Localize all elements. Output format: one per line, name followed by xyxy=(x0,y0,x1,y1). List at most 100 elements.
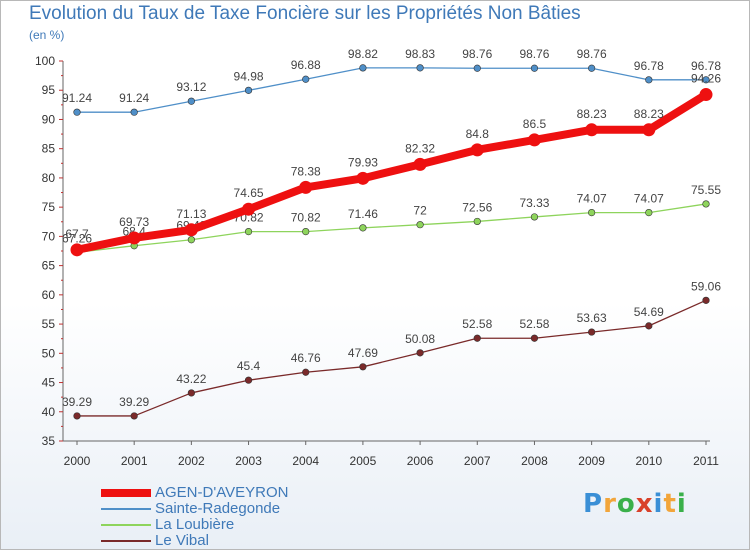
legend-label-le-vibal: Le Vibal xyxy=(155,532,209,549)
legend-swatch-sainte-radegonde xyxy=(101,508,151,510)
y-tick-label: 75 xyxy=(42,200,56,214)
data-label: 72.56 xyxy=(462,200,492,214)
y-tick-label: 45 xyxy=(42,376,56,390)
data-label: 93.12 xyxy=(176,80,206,94)
y-tick-label: 40 xyxy=(42,405,56,419)
y-tick-label: 80 xyxy=(42,171,56,185)
logo-letter: r xyxy=(603,489,617,519)
data-label: 75.55 xyxy=(691,183,721,197)
data-label: 74.07 xyxy=(634,192,664,206)
data-point xyxy=(70,243,84,257)
logo-letter: i xyxy=(653,489,664,519)
data-label: 73.33 xyxy=(519,196,549,210)
data-label: 39.29 xyxy=(119,395,149,409)
data-point xyxy=(530,64,539,72)
data-point xyxy=(473,334,481,342)
data-point xyxy=(588,328,596,336)
x-tick-label: 2005 xyxy=(350,454,377,468)
logo-letter: i xyxy=(676,489,687,519)
chart-unit-label: (en %) xyxy=(29,28,65,42)
data-label: 52.58 xyxy=(519,317,549,331)
x-tick-label: 2007 xyxy=(464,454,491,468)
data-point xyxy=(244,227,253,236)
data-label: 96.78 xyxy=(634,59,664,73)
data-label: 67.26 xyxy=(62,231,92,245)
data-point xyxy=(302,227,310,236)
y-tick-label: 95 xyxy=(42,83,56,97)
series-line-3 xyxy=(76,299,707,417)
x-tick-label: 2001 xyxy=(121,454,148,468)
logo-letter: P xyxy=(583,489,604,519)
data-point xyxy=(416,349,424,357)
data-point xyxy=(359,64,367,72)
y-tick-label: 55 xyxy=(42,317,56,331)
data-label: 67.7 xyxy=(65,227,89,241)
data-point xyxy=(244,376,253,384)
series-line-0 xyxy=(73,90,710,254)
data-label: 98.76 xyxy=(577,47,607,61)
data-label: 74.65 xyxy=(234,186,264,200)
y-tick-label: 50 xyxy=(42,346,56,360)
logo-letter: t xyxy=(663,489,677,519)
data-point xyxy=(299,180,313,194)
data-label: 50.08 xyxy=(405,332,435,346)
data-label: 43.22 xyxy=(176,372,206,386)
data-label: 70.82 xyxy=(291,211,321,225)
chart-title: Evolution du Taux de Taxe Foncière sur l… xyxy=(29,3,581,24)
data-label: 71.13 xyxy=(176,207,206,221)
data-label: 72 xyxy=(413,204,427,218)
y-tick-label: 70 xyxy=(42,229,56,243)
data-point xyxy=(702,296,710,304)
data-point xyxy=(187,389,195,397)
data-point xyxy=(645,76,653,84)
y-tick-label: 60 xyxy=(42,288,56,302)
data-point xyxy=(588,64,596,72)
data-point xyxy=(530,213,539,221)
data-point xyxy=(642,123,656,137)
data-point xyxy=(473,217,481,226)
data-point xyxy=(73,412,81,420)
logo-letter: x xyxy=(635,489,654,519)
data-label: 98.83 xyxy=(405,47,435,61)
data-label: 82.32 xyxy=(405,141,435,155)
data-label: 74.07 xyxy=(577,192,607,206)
data-point xyxy=(356,171,370,185)
data-point xyxy=(130,412,138,420)
data-label: 69.73 xyxy=(119,215,149,229)
data-label: 84.8 xyxy=(466,127,490,141)
data-label: 94.26 xyxy=(691,72,721,86)
logo-letter: o xyxy=(616,489,636,519)
data-point xyxy=(473,64,481,72)
x-tick-label: 2002 xyxy=(178,454,205,468)
x-tick-label: 2008 xyxy=(521,454,548,468)
data-point xyxy=(413,157,427,171)
data-point xyxy=(242,202,256,216)
legend-label-sainte-radegonde: Sainte-Radegonde xyxy=(155,500,281,517)
data-point xyxy=(527,133,541,147)
legend-swatch-le-vibal xyxy=(101,540,151,542)
data-point xyxy=(645,322,653,330)
data-label: 39.29 xyxy=(62,395,92,409)
data-point xyxy=(530,334,539,342)
data-label: 78.38 xyxy=(291,164,321,178)
data-point xyxy=(184,223,198,237)
data-point xyxy=(187,97,195,105)
data-point xyxy=(302,75,310,83)
data-point xyxy=(73,108,81,116)
x-tick-label: 2006 xyxy=(407,454,434,468)
legend-label-agen: AGEN-D'AVEYRON xyxy=(155,484,289,501)
x-tick-label: 2004 xyxy=(292,454,319,468)
y-tick-label: 65 xyxy=(42,259,56,273)
x-tick-label: 2009 xyxy=(578,454,605,468)
data-point xyxy=(302,368,310,376)
data-label: 71.46 xyxy=(348,207,378,221)
data-point xyxy=(585,123,599,137)
data-point xyxy=(359,363,367,371)
data-point xyxy=(416,64,424,72)
data-label: 98.76 xyxy=(462,47,492,61)
data-point xyxy=(699,88,713,102)
data-label: 54.69 xyxy=(634,305,664,319)
data-label: 47.69 xyxy=(348,346,378,360)
